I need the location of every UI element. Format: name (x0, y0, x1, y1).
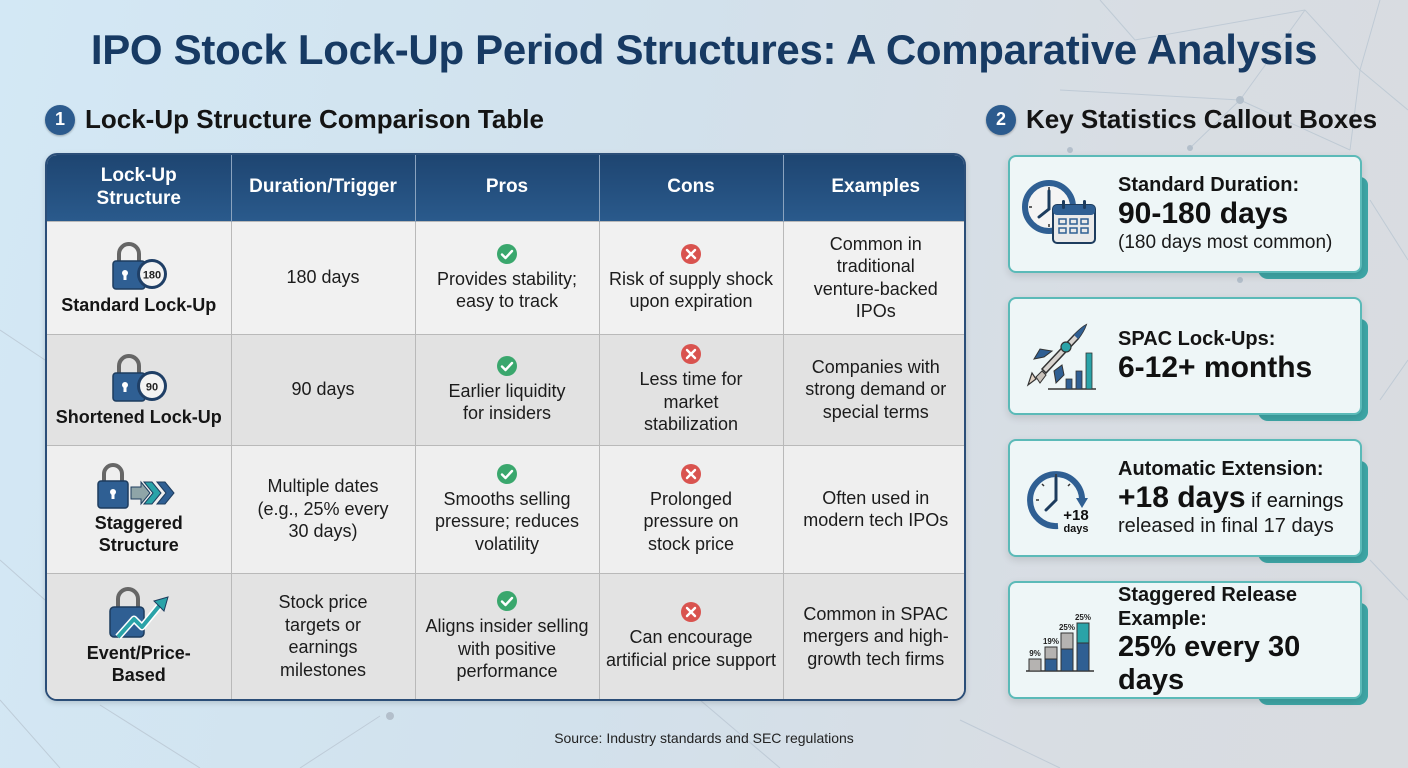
cross-icon (681, 463, 701, 484)
lock-trend-up-icon (109, 587, 169, 640)
structure-cell: 90 Shortened Lock-Up (47, 333, 232, 445)
source-note: Source: Industry standards and SEC regul… (554, 730, 854, 746)
cons-cell: Prolonged pressure on stock price (599, 444, 784, 573)
structure-cell: 180 Standard Lock-Up (47, 220, 232, 334)
section-title: Lock-Up Structure Comparison Table (85, 104, 544, 134)
column-header-pros: Pros (415, 155, 600, 221)
callout-standard-duration: Standard Duration: 90-180 days (180 days… (1008, 155, 1368, 279)
svg-text:90: 90 (146, 381, 158, 393)
cross-icon (681, 243, 701, 264)
svg-text:19%: 19% (1043, 637, 1059, 646)
callout-spac-lockups: SPAC Lock-Ups: 6-12+ months (1008, 297, 1368, 421)
examples-cell: Common in SPAC mergers and high-growth t… (783, 572, 964, 699)
callout-value: 90-180 days (1118, 196, 1289, 230)
callout-value-line: +18 days if earnings (1118, 481, 1360, 514)
svg-text:25%: 25% (1059, 623, 1075, 632)
pros-text: Earlier liquidity for insiders (448, 380, 566, 424)
pros-text: Smooths selling pressure; reduces volati… (434, 488, 580, 554)
lock-arrows-icon (97, 463, 175, 509)
check-icon (497, 355, 517, 376)
table-row: Event/Price-Based Stock price targets or… (47, 572, 964, 699)
callout-label: Standard Duration: (1118, 173, 1300, 196)
section-number-badge: 1 (45, 104, 75, 135)
check-icon (497, 243, 517, 264)
callout-value: +18 days (1118, 481, 1246, 514)
callout-label: Automatic Extension: (1118, 458, 1324, 480)
pros-text: Aligns insider selling with positive per… (425, 616, 589, 681)
column-header-duration: Duration/Trigger (231, 155, 416, 221)
structure-name: Staggered Structure (94, 513, 183, 555)
section-number-badge: 2 (986, 104, 1016, 135)
section-heading-table: 1 Lock-Up Structure Comparison Table (45, 104, 544, 135)
svg-text:days: days (1063, 523, 1088, 534)
callout-label: SPAC Lock-Ups: (1118, 327, 1276, 350)
cons-text: Less time for market stabilization (639, 369, 743, 435)
svg-text:25%: 25% (1075, 613, 1091, 622)
duration-cell: Multiple dates (e.g., 25% every 30 days) (231, 444, 416, 573)
pros-cell: Smooths selling pressure; reduces volati… (415, 444, 600, 573)
callout-note: (180 days most common) (1118, 232, 1333, 254)
callout-value: 25% every 30 days (1118, 630, 1301, 696)
column-header-examples: Examples (783, 155, 964, 221)
staggered-bar-chart-icon: 9% 19% 25% 25% (1026, 613, 1094, 672)
table-header-row: Lock-Up Structure Duration/Trigger Pros … (47, 155, 964, 221)
lock-timer-90-icon: 90 (112, 353, 167, 402)
callout-automatic-extension: +18 days Automatic Extension: +18 days i… (1008, 439, 1368, 563)
duration-cell: 90 days (231, 333, 416, 445)
table-row: 180 Standard Lock-Up 180 days Provides s… (47, 220, 964, 334)
pros-cell: Earlier liquidity for insiders (415, 333, 600, 445)
callout-value-suffix: if earnings (1245, 490, 1344, 512)
structure-cell: Staggered Structure (47, 444, 232, 573)
section-heading-callouts: 2 Key Statistics Callout Boxes (986, 104, 1377, 135)
pros-cell: Aligns insider selling with positive per… (415, 572, 600, 699)
column-header-structure: Lock-Up Structure (47, 155, 232, 221)
callout-label: Staggered Release Example: (1118, 583, 1297, 630)
duration-cell: 180 days (231, 220, 416, 334)
table-row: 90 Shortened Lock-Up 90 days Earlier liq… (47, 333, 964, 445)
callout-value: 6-12+ months (1118, 350, 1313, 384)
structure-name: Event/Price-Based (86, 643, 191, 686)
cross-icon (681, 344, 701, 365)
check-icon (497, 591, 517, 611)
callout-note: released in final 17 days (1118, 515, 1334, 537)
svg-text:+18: +18 (1063, 507, 1088, 524)
cons-text: Risk of supply shock upon expiration (608, 268, 774, 312)
cons-cell: Risk of supply shock upon expiration (599, 220, 784, 334)
section-title: Key Statistics Callout Boxes (1026, 104, 1378, 134)
check-icon (497, 463, 517, 484)
table-row: Staggered Structure Multiple dates (e.g.… (47, 444, 964, 573)
svg-text:9%: 9% (1029, 649, 1041, 658)
cons-text: Prolonged pressure on stock price (643, 488, 739, 554)
callout-staggered-release: 9% 19% 25% 25% Staggered Release Example… (1008, 581, 1368, 705)
structure-name: Standard Lock-Up (61, 294, 217, 315)
lock-timer-180-icon: 180 (112, 241, 167, 290)
duration-cell: Stock price targets or earnings mileston… (231, 572, 416, 699)
cons-cell: Can encourage artificial price support (599, 572, 784, 699)
cons-text: Can encourage artificial price support (605, 627, 777, 670)
structure-name: Shortened Lock-Up (55, 406, 222, 427)
cons-cell: Less time for market stabilization (599, 333, 784, 445)
comparison-table: Lock-Up Structure Duration/Trigger Pros … (45, 153, 966, 701)
pros-cell: Provides stability; easy to track (415, 220, 600, 334)
clock-extension-icon: +18 days (1027, 471, 1089, 534)
structure-cell: Event/Price-Based (47, 572, 232, 699)
cross-icon (681, 602, 701, 623)
pros-text: Provides stability; easy to track (436, 268, 578, 312)
column-header-cons: Cons (599, 155, 784, 221)
examples-cell: Common in traditional venture-backed IPO… (783, 220, 964, 334)
rocket-chart-icon (1026, 323, 1096, 390)
clock-calendar-icon (1022, 180, 1096, 244)
page-title: IPO Stock Lock-Up Period Structures: A C… (90, 26, 1318, 73)
svg-text:180: 180 (143, 269, 161, 281)
examples-cell: Often used in modern tech IPOs (783, 444, 964, 573)
examples-cell: Companies with strong demand or special … (783, 333, 964, 445)
